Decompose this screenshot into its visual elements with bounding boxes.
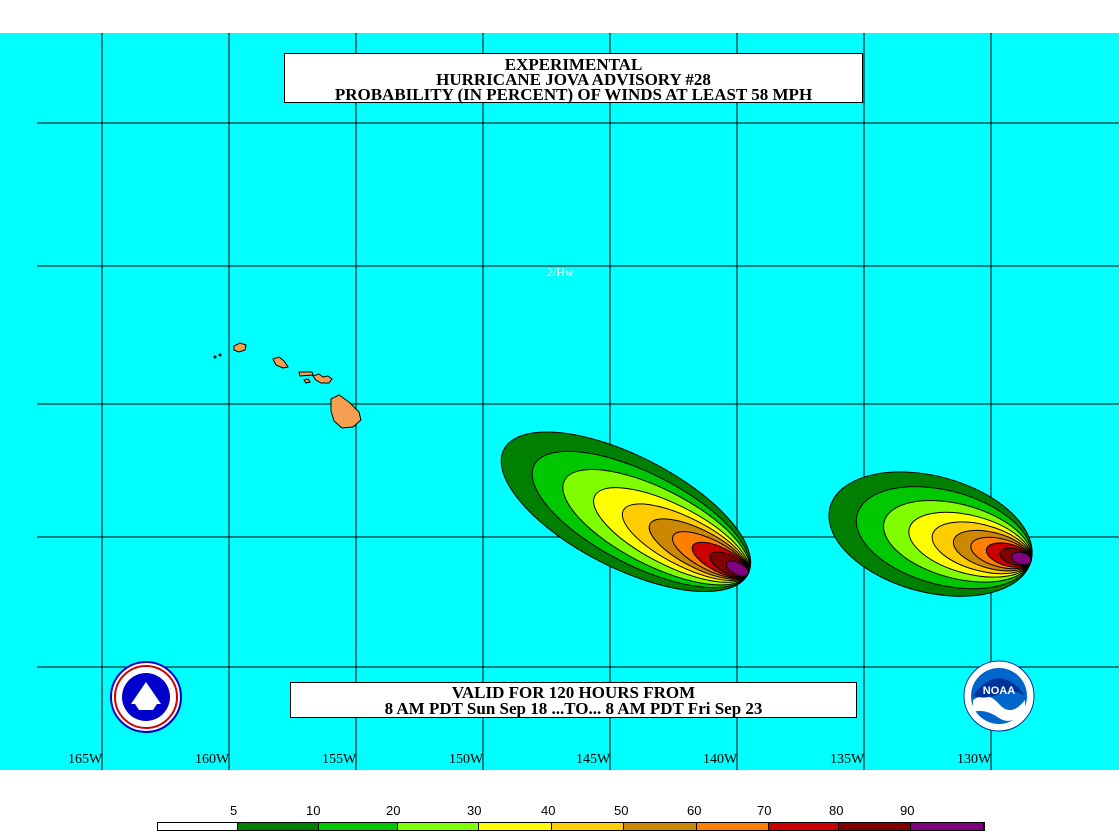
swath-west-contour-9 (725, 560, 749, 577)
annotation-label: 2/Hw (547, 265, 574, 279)
map-title: EXPERIMENTAL HURRICANE JOVA ADVISORY #28… (284, 53, 863, 103)
legend-swatch-8 (768, 823, 840, 830)
legend-swatch-4 (479, 823, 553, 830)
legend-label-80: 80 (829, 803, 844, 818)
lon-label-130w: 130W (957, 752, 992, 767)
legend-swatch-9 (839, 823, 912, 830)
legend-label-5: 5 (230, 803, 238, 818)
lon-label-155w: 155W (322, 752, 357, 767)
legend-swatch-0 (158, 823, 238, 830)
title-line-1: EXPERIMENTAL (504, 55, 643, 74)
valid-line-1: VALID FOR 120 HOURS FROM (451, 683, 696, 702)
legend-label-60: 60 (687, 803, 702, 818)
legend-swatch-2 (318, 823, 399, 830)
legend-label-20: 20 (386, 803, 401, 818)
swath-west (500, 431, 752, 593)
wind-probability-swaths (500, 431, 1033, 597)
hawaiian-islands (213, 342, 362, 429)
lon-label-140w: 140W (703, 752, 738, 767)
title-line-3: PROBABILITY (IN PERCENT) OF WINDS AT LEA… (334, 85, 813, 104)
island-molokai (298, 371, 314, 377)
legend-swatch-7 (696, 823, 769, 830)
legend-label-90: 90 (900, 803, 915, 818)
island-maui (312, 373, 333, 384)
legend-label-10: 10 (306, 803, 321, 818)
legend-label-40: 40 (541, 803, 556, 818)
lon-label-135w: 135W (830, 752, 865, 767)
island-oahu (272, 356, 289, 369)
nws-logo (110, 661, 182, 733)
island-hawaii (330, 394, 362, 429)
color-legend (157, 822, 985, 831)
noaa-logo-text: NOAA (983, 685, 1015, 697)
island-lanai (303, 378, 311, 384)
lon-label-150w: 150W (449, 752, 484, 767)
valid-period: VALID FOR 120 HOURS FROM 8 AM PDT Sun Se… (290, 682, 857, 718)
swath-east (828, 471, 1033, 597)
lon-label-165w: 165W (68, 752, 103, 767)
legend-swatch-3 (398, 823, 480, 830)
valid-line-2: 8 AM PDT Sun Sep 18 ...TO... 8 AM PDT Fr… (384, 699, 763, 718)
legend-label-70: 70 (757, 803, 772, 818)
title-line-2: HURRICANE JOVA ADVISORY #28 (436, 70, 711, 89)
lon-label-160w: 160W (195, 752, 230, 767)
noaa-logo: NOAA (963, 660, 1035, 732)
map-canvas (37, 33, 1119, 770)
legend-label-50: 50 (614, 803, 629, 818)
longitude-grid (101, 33, 992, 770)
legend-swatch-6 (623, 823, 697, 830)
island-kauai (233, 342, 247, 353)
swath-east-contour-9 (1011, 551, 1032, 566)
legend-swatch-10 (911, 823, 985, 830)
probability-map: EXPERIMENTAL HURRICANE JOVA ADVISORY #28… (0, 33, 1119, 770)
lon-label-145w: 145W (576, 752, 611, 767)
legend-swatch-5 (552, 823, 624, 830)
legend-label-30: 30 (467, 803, 482, 818)
legend-swatch-1 (237, 823, 319, 830)
